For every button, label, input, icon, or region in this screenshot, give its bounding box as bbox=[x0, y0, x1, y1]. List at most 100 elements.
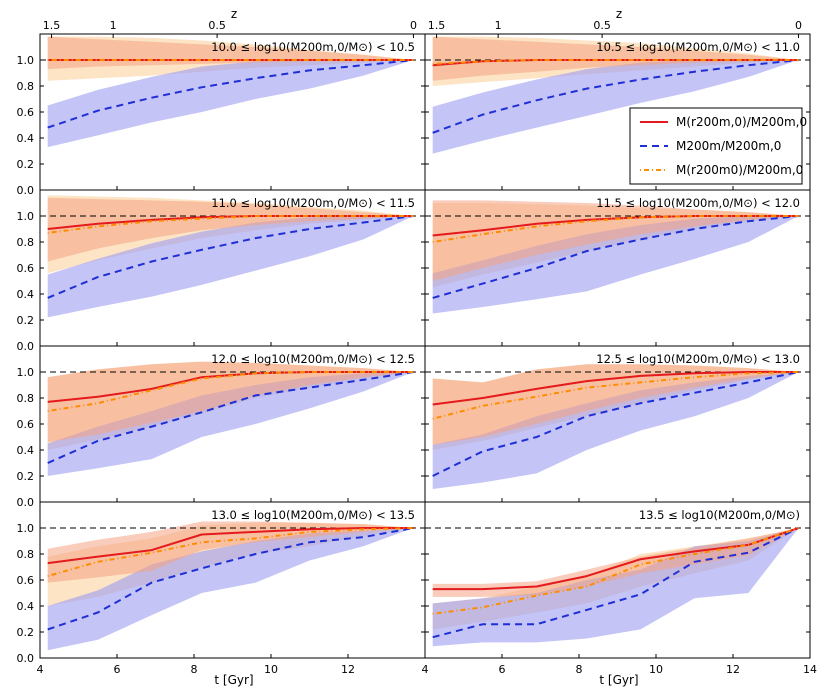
band-blue bbox=[47, 216, 414, 318]
panel-plot-area bbox=[425, 364, 810, 489]
panel-5: 0.0 0.2 0.4 0.6 0.8 1.0 12.0 ≤ log10(M200m,0/M… bbox=[17, 345, 426, 509]
y-tick-label: 1.0 bbox=[17, 210, 35, 223]
series-red-line bbox=[432, 527, 799, 591]
z-tick-label: 1.5 bbox=[43, 19, 61, 32]
y-tick-label: 0.4 bbox=[17, 600, 35, 613]
legend-label-orange: M(r200m0)/M200m,0 bbox=[676, 163, 803, 177]
panel-title: 12.0 ≤ log10(M200m,0/M⊙) < 12.5 bbox=[211, 352, 415, 366]
band-blue bbox=[432, 372, 799, 489]
series-blue-line bbox=[432, 215, 799, 299]
panel-7: 0.0 0.2 0.4 0.6 0.8 1.0 4 6 8 10 12 13.0 ≤ log10(M2… bbox=[17, 501, 426, 676]
band-red bbox=[432, 36, 799, 81]
z-tick-label: 1 bbox=[495, 19, 502, 32]
series-red-line bbox=[47, 527, 414, 565]
x-tick-label: 12 bbox=[726, 663, 740, 676]
y-tick-label: 0.2 bbox=[17, 626, 35, 639]
panel-title: 11.0 ≤ log10(M200m,0/M⊙) < 11.5 bbox=[211, 196, 415, 210]
top-axis-title-left: z bbox=[231, 7, 237, 21]
z-tick-label: 1.5 bbox=[428, 19, 446, 32]
y-tick-label: 0.6 bbox=[17, 418, 35, 431]
series-blue-line bbox=[47, 215, 414, 299]
x-axis-title-right: t [Gyr] bbox=[599, 673, 638, 687]
y-tick-label: 0.4 bbox=[17, 132, 35, 145]
series-blue-line bbox=[47, 371, 414, 464]
band-red bbox=[432, 364, 799, 445]
series-orange-line bbox=[47, 215, 414, 234]
z-tick-label: 0 bbox=[410, 19, 417, 32]
legend-label-blue: M200m/M200m,0 bbox=[676, 139, 781, 153]
y-tick-label: 0.6 bbox=[17, 262, 35, 275]
panel-plot-area bbox=[425, 36, 810, 154]
band-blue bbox=[47, 528, 414, 651]
x-tick-label: 8 bbox=[191, 663, 198, 676]
panel-title: 13.5 ≤ log10(M200m,0/M⊙) bbox=[639, 508, 800, 522]
x-tick-label: 10 bbox=[264, 663, 278, 676]
y-tick-label: 0.4 bbox=[17, 288, 35, 301]
y-tick-label: 0.0 bbox=[17, 340, 35, 353]
y-tick-label: 0.0 bbox=[17, 652, 35, 665]
y-tick-label: 0.0 bbox=[17, 496, 35, 509]
series-blue-line bbox=[432, 59, 799, 134]
band-red bbox=[47, 521, 414, 583]
panel-4: 11.5 ≤ log10(M200m,0/M⊙) < 12.0 bbox=[424, 189, 811, 347]
panel-plot-area bbox=[40, 521, 425, 651]
y-tick-label: 0.0 bbox=[17, 184, 35, 197]
legend: M(r200m,0)/M200m,0 M200m/M200m,0 M(r200m… bbox=[629, 107, 807, 185]
y-tick-label: 0.8 bbox=[17, 236, 35, 249]
top-axis-title-right: z bbox=[616, 7, 622, 21]
y-tick-label: 0.2 bbox=[17, 158, 35, 171]
series-orange-line bbox=[432, 59, 799, 65]
panels-layer: 0.0 0.2 0.4 0.6 0.8 1.0 1.5 1 0.5 0 10.0 ≤ log10(M… bbox=[17, 19, 818, 676]
series-blue-line bbox=[47, 527, 414, 631]
panel-2: 1.5 1 0.5 0 10.5 ≤ log10(M200m,0/M⊙) < 11.0 bbox=[424, 19, 811, 191]
series-orange-line bbox=[47, 527, 414, 578]
y-tick-label: 0.2 bbox=[17, 470, 35, 483]
panel-3: 0.0 0.2 0.4 0.6 0.8 1.0 11.0 ≤ log10(M200m,0/M… bbox=[17, 189, 426, 353]
panel-title: 10.5 ≤ log10(M200m,0/M⊙) < 11.0 bbox=[596, 40, 800, 54]
panel-6: 12.5 ≤ log10(M200m,0/M⊙) < 13.0 bbox=[424, 345, 811, 503]
y-tick-label: 0.8 bbox=[17, 80, 35, 93]
panel-title: 12.5 ≤ log10(M200m,0/M⊙) < 13.0 bbox=[596, 352, 800, 366]
panel-plot-area bbox=[425, 527, 810, 647]
z-tick-label: 0 bbox=[795, 19, 802, 32]
band-red bbox=[432, 200, 799, 281]
band-blue bbox=[47, 60, 414, 148]
panel-8: 4 6 8 10 12 14 13.5 ≤ log10(M200m,0/M⊙) bbox=[422, 501, 817, 676]
x-tick-label: 6 bbox=[114, 663, 121, 676]
x-tick-label: 4 bbox=[37, 663, 44, 676]
band-red bbox=[47, 361, 414, 443]
series-red-line bbox=[432, 371, 799, 406]
x-tick-label: 4 bbox=[422, 663, 429, 676]
series-orange-line bbox=[432, 527, 799, 615]
band-blue bbox=[47, 372, 414, 476]
x-tick-label: 6 bbox=[499, 663, 506, 676]
band-blue bbox=[432, 60, 799, 154]
x-tick-label: 14 bbox=[803, 663, 817, 676]
z-tick-label: 1 bbox=[110, 19, 117, 32]
y-tick-label: 0.6 bbox=[17, 106, 35, 119]
y-tick-label: 0.8 bbox=[17, 392, 35, 405]
legend-label-red: M(r200m,0)/M200m,0 bbox=[676, 115, 807, 129]
series-blue-line bbox=[432, 527, 799, 639]
y-tick-label: 0.2 bbox=[17, 314, 35, 327]
y-tick-label: 0.8 bbox=[17, 548, 35, 561]
axes-layer: t [Gyr] t [Gyr] z z bbox=[214, 7, 638, 687]
y-tick-label: 0.6 bbox=[17, 574, 35, 587]
x-tick-label: 8 bbox=[576, 663, 583, 676]
panel-plot-area bbox=[40, 195, 425, 318]
band-red bbox=[47, 197, 414, 262]
y-tick-label: 1.0 bbox=[17, 522, 35, 535]
x-axis-title-left: t [Gyr] bbox=[214, 673, 253, 687]
panel-title: 10.0 ≤ log10(M200m,0/M⊙) < 10.5 bbox=[211, 40, 415, 54]
panel-1: 0.0 0.2 0.4 0.6 0.8 1.0 1.5 1 0.5 0 10.0 ≤ log10(M… bbox=[17, 19, 426, 197]
x-tick-label: 12 bbox=[341, 663, 355, 676]
series-orange-line bbox=[432, 371, 799, 420]
panel-plot-area bbox=[425, 200, 810, 314]
y-tick-label: 1.0 bbox=[17, 366, 35, 379]
series-orange-line bbox=[432, 215, 799, 243]
panel-title: 11.5 ≤ log10(M200m,0/M⊙) < 12.0 bbox=[596, 196, 800, 210]
band-blue bbox=[432, 216, 799, 314]
series-blue-line bbox=[47, 59, 414, 129]
panel-plot-area bbox=[40, 361, 425, 476]
